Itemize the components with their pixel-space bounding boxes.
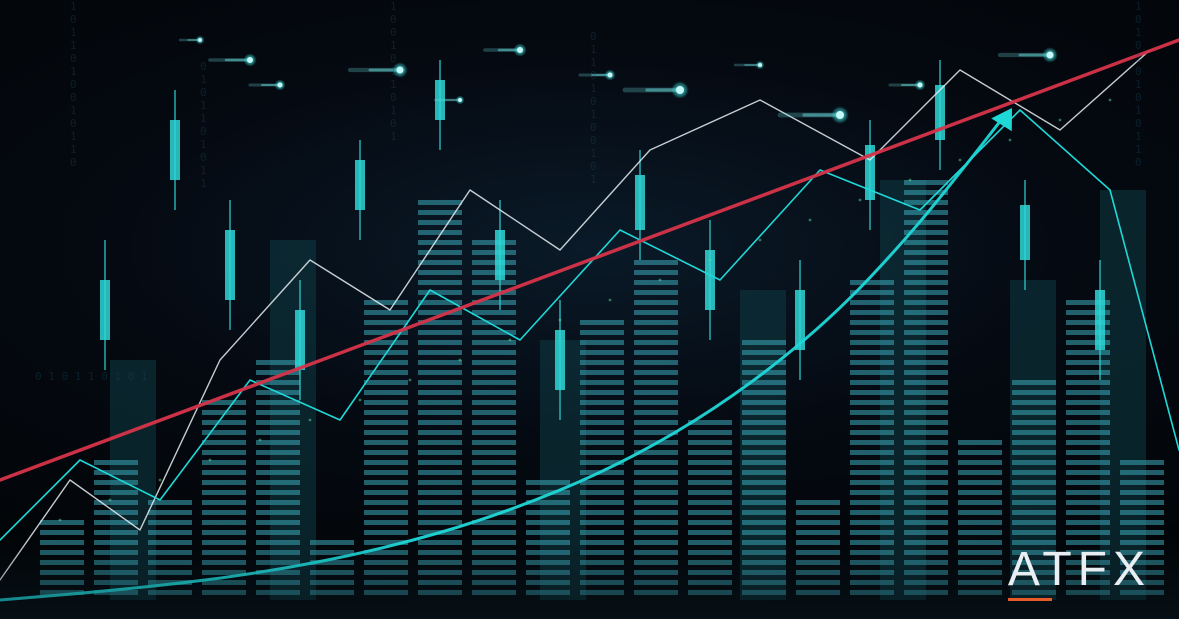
chart-canvas: 1 0 1 1 0 1 0 0 1 0 1 1 00 1 0 1 1 0 1 0… (0, 0, 1179, 619)
floor-reflection (0, 540, 1179, 619)
logo-text: ATFX (1008, 543, 1151, 596)
chart-svg (0, 0, 1179, 619)
segmented-bars (40, 180, 1164, 595)
candlesticks (100, 60, 1105, 420)
particle-streaks (180, 36, 1058, 124)
brand-logo: ATFX (1008, 542, 1151, 597)
logo-underline (1008, 598, 1052, 601)
